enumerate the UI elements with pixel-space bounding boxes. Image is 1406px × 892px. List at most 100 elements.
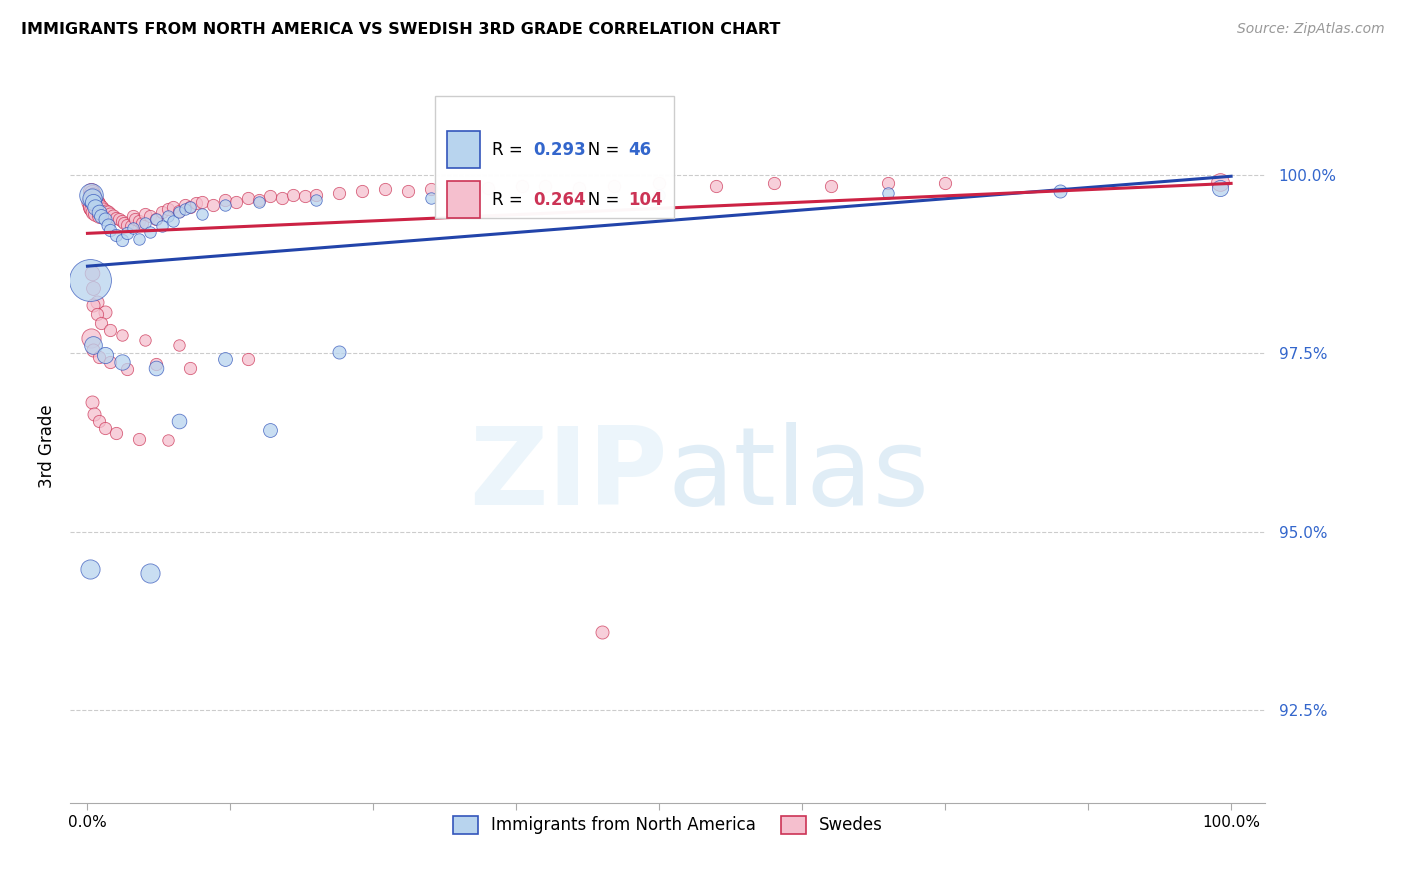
Point xyxy=(167,205,190,219)
Point xyxy=(80,202,103,216)
Point xyxy=(419,182,441,196)
Point xyxy=(150,205,173,219)
Point xyxy=(122,221,145,235)
Point xyxy=(441,180,464,194)
Point xyxy=(1049,184,1071,198)
Point xyxy=(648,187,671,202)
Point xyxy=(112,216,135,230)
Point xyxy=(83,191,105,205)
Point xyxy=(90,209,112,223)
Point xyxy=(139,225,162,239)
Point xyxy=(214,351,236,366)
Point xyxy=(191,207,214,221)
Point xyxy=(111,328,134,343)
Point xyxy=(328,186,350,200)
Point xyxy=(283,187,305,202)
Point xyxy=(80,191,103,205)
Point xyxy=(82,194,104,209)
Point xyxy=(80,194,103,209)
Text: R =: R = xyxy=(492,191,529,209)
Point xyxy=(134,216,156,230)
Text: R =: R = xyxy=(492,141,529,159)
Point xyxy=(101,209,124,223)
Point xyxy=(247,194,270,209)
Point xyxy=(128,214,150,228)
Point xyxy=(86,194,108,209)
Point xyxy=(591,624,613,639)
Point xyxy=(305,193,328,207)
Point xyxy=(139,209,162,223)
Point xyxy=(82,205,104,219)
Point xyxy=(97,218,120,232)
Point xyxy=(105,426,128,441)
Point xyxy=(877,186,900,200)
Point xyxy=(179,200,201,214)
Point xyxy=(86,307,108,321)
Point xyxy=(139,566,162,580)
Point xyxy=(328,344,350,359)
Point xyxy=(214,198,236,212)
Point xyxy=(534,178,557,193)
Point xyxy=(82,343,104,357)
Point xyxy=(80,187,103,202)
Text: 0.264: 0.264 xyxy=(533,191,585,209)
Point xyxy=(820,178,842,193)
Point xyxy=(94,203,117,218)
Point xyxy=(83,407,105,421)
Point xyxy=(105,228,128,243)
Text: Source: ZipAtlas.com: Source: ZipAtlas.com xyxy=(1237,22,1385,37)
Point xyxy=(98,223,121,237)
Point xyxy=(97,205,120,219)
Point xyxy=(80,186,103,200)
Text: 104: 104 xyxy=(628,191,664,209)
Point xyxy=(93,212,115,227)
Point xyxy=(374,182,396,196)
Point xyxy=(236,191,259,205)
Point xyxy=(87,205,110,219)
Point xyxy=(477,180,499,194)
Point xyxy=(117,362,139,376)
Point xyxy=(762,177,785,191)
Point xyxy=(419,191,441,205)
Point xyxy=(305,187,328,202)
Point xyxy=(87,196,110,211)
Point xyxy=(80,330,103,344)
Point xyxy=(82,298,104,312)
Point xyxy=(80,200,103,214)
Text: 0.293: 0.293 xyxy=(533,141,585,159)
Point xyxy=(84,207,107,221)
FancyBboxPatch shape xyxy=(447,131,481,168)
Point xyxy=(156,209,179,223)
Text: ZIP: ZIP xyxy=(470,422,668,527)
Point xyxy=(396,184,419,198)
Point xyxy=(167,414,190,428)
FancyBboxPatch shape xyxy=(434,96,673,218)
Point xyxy=(568,180,591,194)
Point xyxy=(162,214,184,228)
Text: 46: 46 xyxy=(628,141,651,159)
Point xyxy=(156,434,179,448)
Point xyxy=(124,212,146,227)
Text: atlas: atlas xyxy=(668,422,929,527)
Point xyxy=(98,207,121,221)
Point xyxy=(173,202,195,216)
Point xyxy=(108,212,131,227)
Point xyxy=(86,294,108,309)
Point xyxy=(128,232,150,246)
Point xyxy=(82,337,104,351)
Point xyxy=(111,214,134,228)
Point xyxy=(350,184,373,198)
Point xyxy=(80,200,103,214)
Point xyxy=(1208,175,1230,189)
Point xyxy=(294,189,316,203)
Point xyxy=(167,337,190,351)
Text: N =: N = xyxy=(572,191,624,209)
Y-axis label: 3rd Grade: 3rd Grade xyxy=(38,404,56,488)
Point xyxy=(93,348,115,362)
Point xyxy=(145,212,167,227)
Point xyxy=(179,200,201,214)
Point xyxy=(105,211,128,225)
Point xyxy=(648,177,671,191)
Point xyxy=(270,191,292,205)
Point xyxy=(79,562,101,576)
